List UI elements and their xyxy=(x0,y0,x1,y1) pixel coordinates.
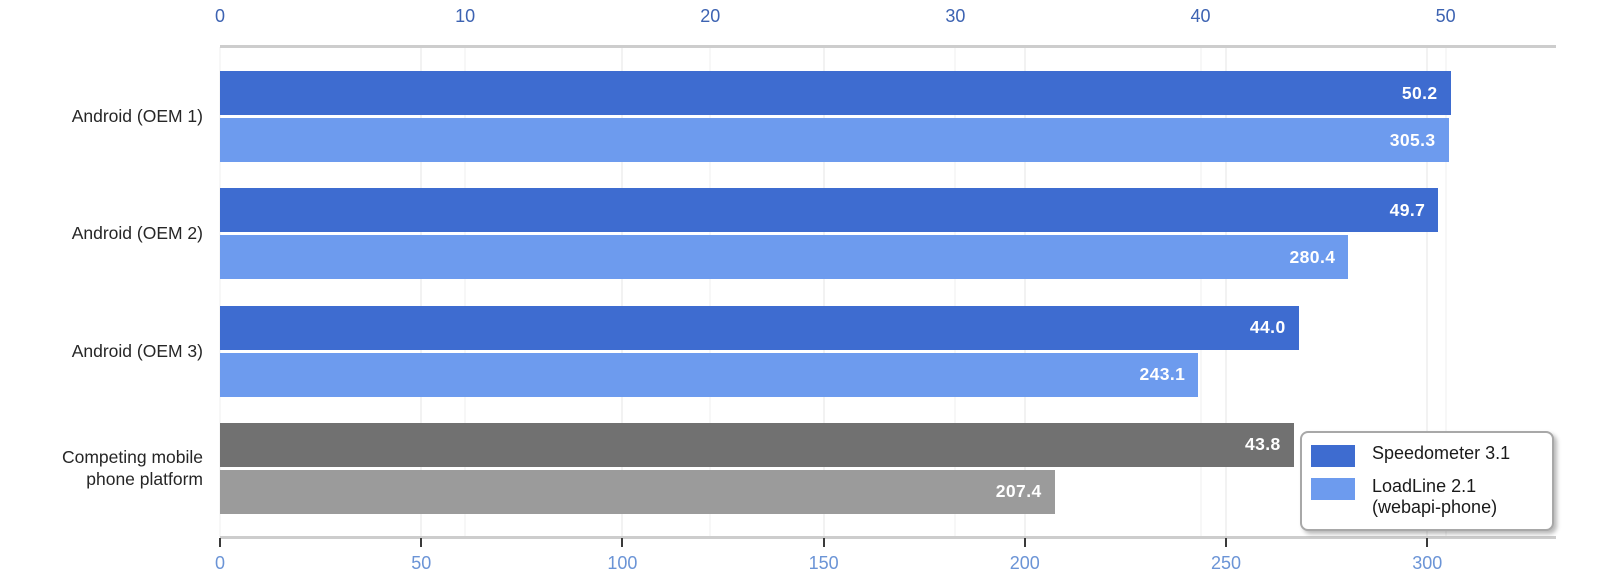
loadline-bar: 280.4 xyxy=(220,235,1349,280)
bottom-axis-tick-label: 100 xyxy=(607,553,638,573)
loadline-bar: 207.4 xyxy=(220,469,1055,514)
bottom-gridline xyxy=(1225,47,1228,537)
category-label-line: Competing mobile xyxy=(61,446,203,467)
speedometer-bar: 50.2 xyxy=(220,71,1451,115)
top-gridline xyxy=(1199,47,1202,537)
bar-value-label: 43.8 xyxy=(1245,434,1281,455)
speedometer-legend-swatch xyxy=(1311,445,1355,467)
legend-label-speedometer: Speedometer 3.1 xyxy=(1372,443,1510,464)
bar-value-label: 44.0 xyxy=(1249,317,1286,338)
bottom-axis-tick-label: 300 xyxy=(1412,553,1443,573)
bottom-axis-tick-mark xyxy=(822,538,825,547)
bottom-axis-tick-label: 50 xyxy=(411,553,432,573)
legend-label-line: LoadLine 2.1 xyxy=(1372,476,1477,496)
legend: Speedometer 3.1 LoadLine 2.1 (webapi-pho… xyxy=(1300,431,1554,532)
bottom-axis-tick-label: 0 xyxy=(214,553,226,573)
bottom-axis-line xyxy=(220,536,1556,539)
bottom-axis-tick-mark xyxy=(420,538,423,547)
top-axis-tick-label: 30 xyxy=(945,6,966,26)
bottom-gridline xyxy=(1426,47,1429,537)
category-label-line: Android (OEM 1) xyxy=(71,106,203,127)
top-axis-tick-label: 20 xyxy=(700,6,721,26)
bottom-gridline xyxy=(621,47,624,537)
category-label: Competing mobile phone platform xyxy=(0,423,203,514)
bar-value-label: 207.4 xyxy=(995,481,1042,502)
bottom-gridline xyxy=(420,47,423,537)
bottom-axis-tick-mark xyxy=(1023,538,1026,547)
speedometer-bar: 49.7 xyxy=(220,188,1439,233)
loadline-legend-swatch xyxy=(1311,478,1355,500)
speedometer-bar: 43.8 xyxy=(220,422,1294,467)
bottom-gridline xyxy=(1023,47,1026,537)
bar-value-label: 49.7 xyxy=(1389,199,1426,220)
category-label: Android (OEM 2) xyxy=(0,188,203,279)
bottom-axis-tick-mark xyxy=(219,538,221,547)
bottom-axis-tick-label: 250 xyxy=(1210,553,1242,573)
category-label: Android (OEM 1) xyxy=(0,71,203,162)
bottom-axis-tick-label: 150 xyxy=(808,553,839,573)
bar-value-label: 243.1 xyxy=(1139,364,1186,385)
category-label-line: Android (OEM 3) xyxy=(71,340,203,361)
top-gridline xyxy=(1444,47,1447,537)
bottom-gridline xyxy=(822,47,825,537)
top-gridline xyxy=(709,47,712,537)
top-gridline xyxy=(219,47,221,537)
loadline-bar: 243.1 xyxy=(220,352,1199,397)
bottom-axis-tick-mark xyxy=(1225,538,1228,547)
legend-label-loadline: LoadLine 2.1 (webapi-phone) xyxy=(1372,476,1497,518)
top-axis-tick-label: 50 xyxy=(1435,6,1456,26)
top-gridline xyxy=(464,47,467,537)
legend-label-line: Speedometer 3.1 xyxy=(1372,443,1511,463)
legend-item-speedometer: Speedometer 3.1 xyxy=(1311,443,1540,467)
top-axis-tick-label: 10 xyxy=(455,6,476,26)
bottom-axis-tick-label: 200 xyxy=(1009,553,1040,573)
top-axis-line xyxy=(220,45,1556,48)
loadline-bar: 305.3 xyxy=(220,118,1449,162)
bottom-axis-tick-mark xyxy=(621,538,624,547)
category-label-line: Android (OEM 2) xyxy=(71,223,203,244)
category-label: Android (OEM 3) xyxy=(0,306,203,397)
category-label-line: phone platform xyxy=(86,469,203,490)
bar-value-label: 50.2 xyxy=(1401,82,1438,103)
speedometer-bar: 44.0 xyxy=(220,305,1299,350)
legend-label-line: (webapi-phone) xyxy=(1372,497,1498,518)
top-axis-tick-label: 0 xyxy=(214,6,226,26)
top-axis-tick-label: 40 xyxy=(1190,6,1211,26)
top-gridline xyxy=(954,47,957,537)
legend-item-loadline: LoadLine 2.1 (webapi-phone) xyxy=(1311,476,1540,518)
bar-value-label: 280.4 xyxy=(1289,246,1336,267)
bar-value-label: 305.3 xyxy=(1389,129,1436,150)
bottom-axis-tick-mark xyxy=(1426,538,1429,547)
